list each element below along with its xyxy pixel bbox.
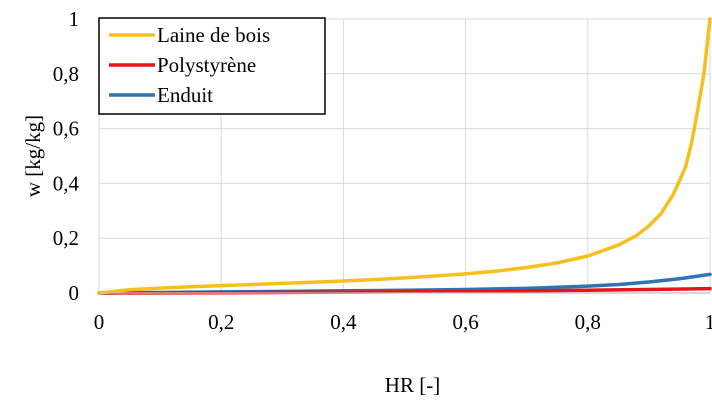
legend-label: Polystyrène (157, 53, 256, 77)
x-tick-label: 0 (94, 310, 105, 334)
y-tick-label: 0 (69, 281, 80, 305)
x-tick-label: 0,8 (575, 310, 601, 334)
legend-label: Laine de bois (157, 23, 270, 47)
series-line (97, 17, 712, 295)
y-tick-label: 0,8 (53, 62, 79, 86)
tick-labels: 0 0,2 0,4 0,6 0,8 1 0 0,2 0,4 0,6 0,8 1 (53, 7, 712, 334)
y-axis-title: w [kg/kg] (21, 115, 45, 197)
y-tick-label: 0,6 (53, 117, 79, 141)
legend: Laine de bois Polystyrène Enduit (98, 17, 326, 115)
y-tick-label: 1 (69, 7, 80, 31)
legend-label: Enduit (157, 83, 213, 107)
x-tick-label: 0,6 (452, 310, 478, 334)
x-tick-label: 0,4 (330, 310, 357, 334)
y-tick-label: 0,4 (53, 171, 80, 195)
x-tick-label: 1 (705, 310, 712, 334)
x-axis-title: HR [-] (385, 373, 440, 397)
x-tick-label: 0,2 (208, 310, 234, 334)
y-tick-label: 0,2 (53, 226, 79, 250)
